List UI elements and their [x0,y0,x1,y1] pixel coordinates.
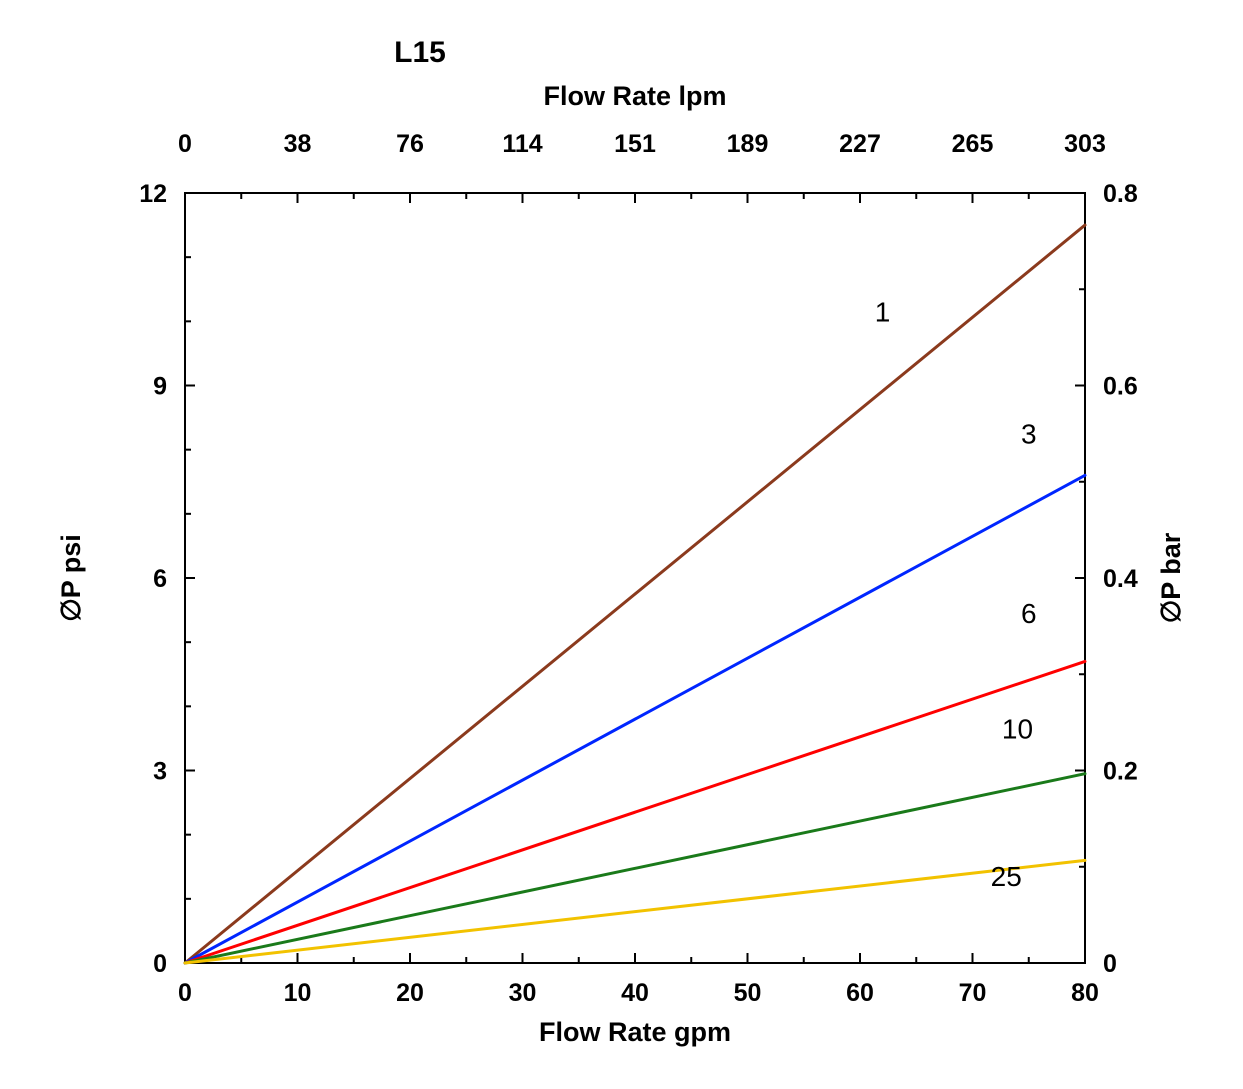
x-bottom-tick-label: 30 [509,979,537,1007]
y-right-axis-label: ∅P bar [1156,532,1186,623]
y-right-tick-label: 0.8 [1103,180,1138,208]
x-bottom-tick-label: 50 [734,979,762,1007]
y-left-axis-label: ∅P psi [56,534,86,622]
x-bottom-tick-label: 40 [621,979,649,1007]
y-right-tick-label: 0.6 [1103,373,1138,401]
series-label: 3 [1021,418,1037,449]
x-top-tick-label: 114 [502,130,542,158]
x-top-tick-label: 189 [727,130,769,158]
y-left-tick-label: 6 [153,565,167,593]
chart-title: L15 [394,36,446,69]
y-right-tick-label: 0 [1103,950,1117,978]
x-top-tick-label: 76 [396,130,424,158]
x-bottom-tick-label: 0 [178,979,192,1007]
x-top-tick-label: 38 [284,130,312,158]
y-left-tick-label: 3 [153,758,167,786]
series-label: 10 [1002,713,1033,744]
x-top-tick-label: 265 [952,130,994,158]
y-right-tick-label: 0.4 [1103,565,1138,593]
y-right-tick-label: 0.2 [1103,758,1138,786]
pressure-flow-chart: L15Flow Rate lpm038761141511892272653030… [0,0,1243,1089]
y-left-tick-label: 0 [153,950,167,978]
x-top-tick-label: 151 [614,130,656,158]
y-left-tick-label: 12 [139,180,167,208]
series-label: 25 [991,861,1022,892]
x-bottom-tick-label: 80 [1071,979,1099,1007]
y-left-tick-label: 9 [153,373,167,401]
x-top-tick-label: 0 [178,130,192,158]
series-label: 6 [1021,598,1037,629]
x-bottom-tick-label: 60 [846,979,874,1007]
x-bottom-tick-label: 70 [959,979,987,1007]
series-label: 1 [875,296,891,327]
x-top-axis-label: Flow Rate lpm [543,81,726,111]
x-bottom-axis-label: Flow Rate gpm [539,1017,731,1047]
x-bottom-tick-label: 20 [396,979,424,1007]
x-top-tick-label: 227 [839,130,881,158]
x-bottom-tick-label: 10 [284,979,312,1007]
x-top-tick-label: 303 [1064,130,1106,158]
